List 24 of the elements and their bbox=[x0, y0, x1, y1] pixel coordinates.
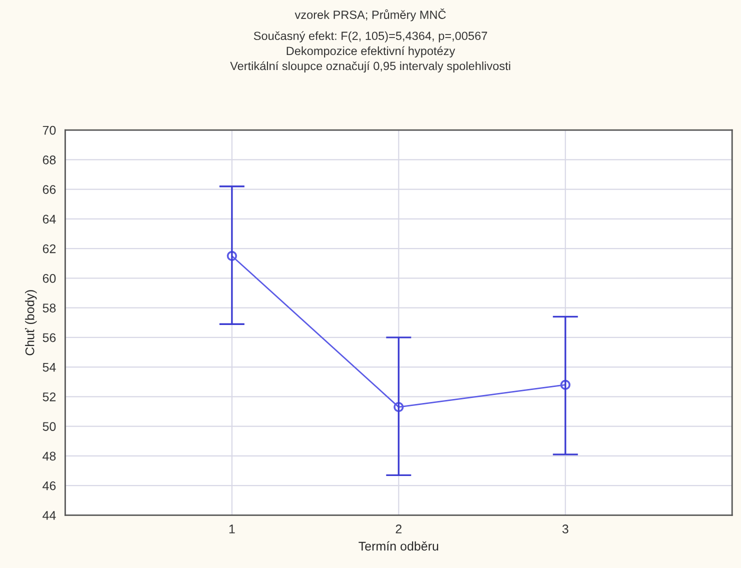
y-axis-title: Chuť (body) bbox=[25, 290, 37, 356]
y-tick-label: 58 bbox=[42, 304, 56, 312]
point bbox=[560, 380, 570, 390]
x-tick-label: 3 bbox=[562, 524, 568, 534]
y-tick-label: 60 bbox=[42, 274, 56, 283]
chart-subtitle: Současný efekt: F(2, 105)=5,4364, p=,00567 Dekompozice efektivní hypotézy Vertikální sloupce označují 0,95 intervaly spolehlivosti bbox=[230, 31, 510, 72]
y-tick-label: 54 bbox=[42, 362, 56, 372]
x-tick-label: 1 bbox=[229, 524, 235, 534]
x-axis-title: Termín odběru bbox=[358, 541, 438, 551]
y-tick-label: 64 bbox=[42, 214, 56, 224]
x-tick-label: 2 bbox=[396, 524, 402, 534]
y-tick-label: 46 bbox=[42, 481, 56, 490]
y-tick-label: 50 bbox=[42, 422, 56, 431]
y-tick-label: 48 bbox=[42, 452, 56, 461]
y-tick-label: 52 bbox=[42, 392, 56, 402]
y-tick-label: 70 bbox=[42, 126, 56, 135]
y-tick-label: 56 bbox=[42, 333, 56, 342]
point bbox=[226, 250, 238, 262]
chart-title: vzorek PRSA; Průměry MNČ bbox=[294, 8, 446, 22]
y-tick-label: 66 bbox=[42, 185, 56, 194]
y-tick-label: 44 bbox=[42, 511, 56, 520]
y-tick-label: 62 bbox=[42, 244, 56, 254]
y-tick-label: 68 bbox=[42, 155, 56, 164]
point bbox=[394, 402, 404, 412]
